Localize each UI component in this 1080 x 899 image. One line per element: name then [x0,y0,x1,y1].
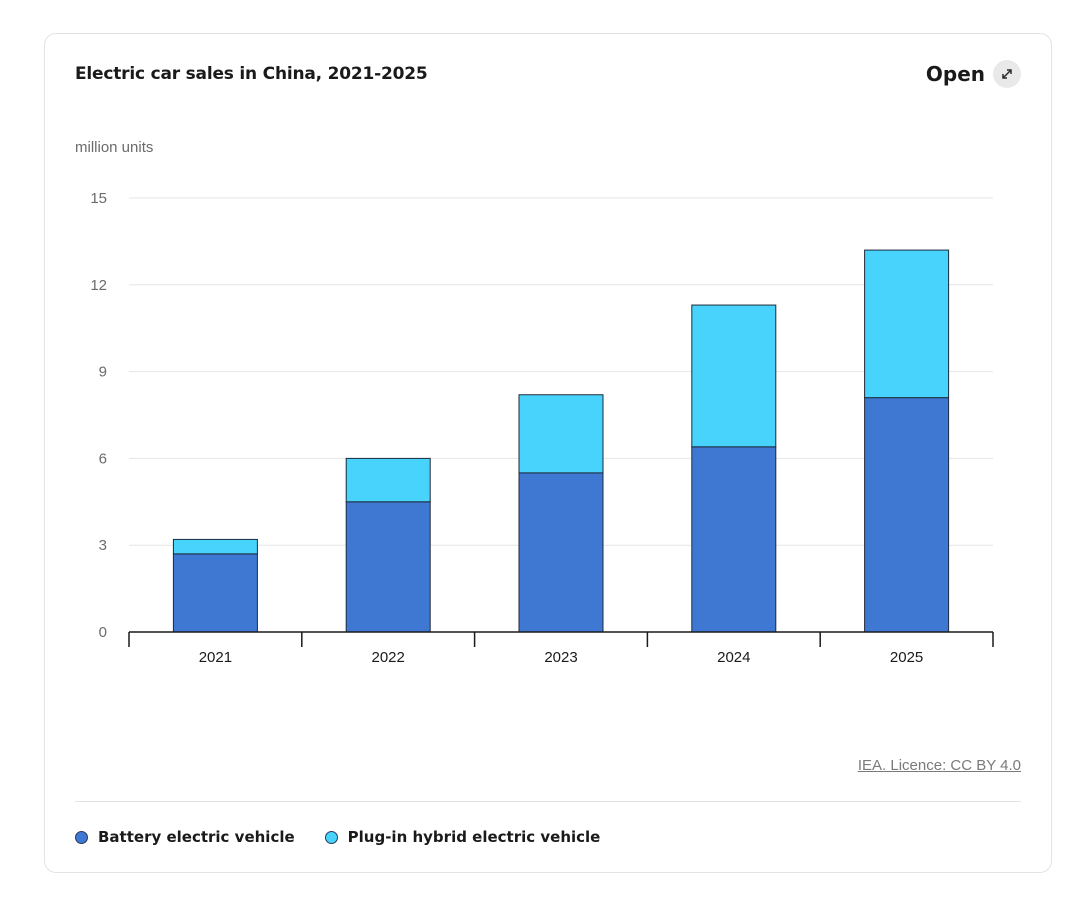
bar-chart: 0 3 6 9 12 15 2021 2022 2023 2024 2025 [90,190,994,666]
y-tick-label: 12 [90,277,107,294]
bar-segment-phev [172,538,258,555]
y-tick-label: 0 [99,624,107,641]
y-tick-label: 3 [99,537,107,554]
open-label: Open [925,62,985,86]
legend-label-phev: Plug-in hybrid electric vehicle [347,828,601,846]
chart-card: Electric car sales in China, 2021-2025 O… [44,33,1052,873]
y-axis-unit-label: million units [75,139,154,156]
bar-segment-phev [518,394,604,474]
bar-segment-phev [691,304,777,448]
bar-segment-phev [345,457,431,503]
licence-link[interactable]: IEA. Licence: CC BY 4.0 [857,757,1021,774]
open-button[interactable]: Open [926,60,1021,88]
legend-swatch-phev [324,830,338,844]
x-tick-label: 2023 [544,649,577,666]
legend: Battery electric vehicle Plug-in hybrid … [75,828,600,846]
legend-swatch-bev [75,830,88,844]
y-tick-label: 15 [90,190,107,207]
legend-label-bev: Battery electric vehicle [98,828,295,846]
expand-arrows-icon [993,60,1021,88]
legend-item-bev[interactable]: Battery electric vehicle [75,828,295,846]
bar-segment-bev [172,553,258,633]
x-tick-label: 2024 [717,649,750,666]
bar-segment-bev [864,397,950,633]
bar-segment-bev [691,446,777,633]
legend-divider [75,801,1021,802]
y-tick-label: 9 [99,364,107,381]
y-tick-label: 6 [99,450,107,467]
bar-segment-bev [518,472,604,633]
chart-title: Electric car sales in China, 2021-2025 [75,64,428,84]
x-tick-label: 2025 [890,649,923,666]
bar-segment-bev [345,501,431,633]
x-tick-label: 2022 [372,649,405,666]
bar-segment-phev [864,249,950,399]
x-tick-label: 2021 [199,649,232,666]
legend-item-phev[interactable]: Plug-in hybrid electric vehicle [324,828,601,846]
